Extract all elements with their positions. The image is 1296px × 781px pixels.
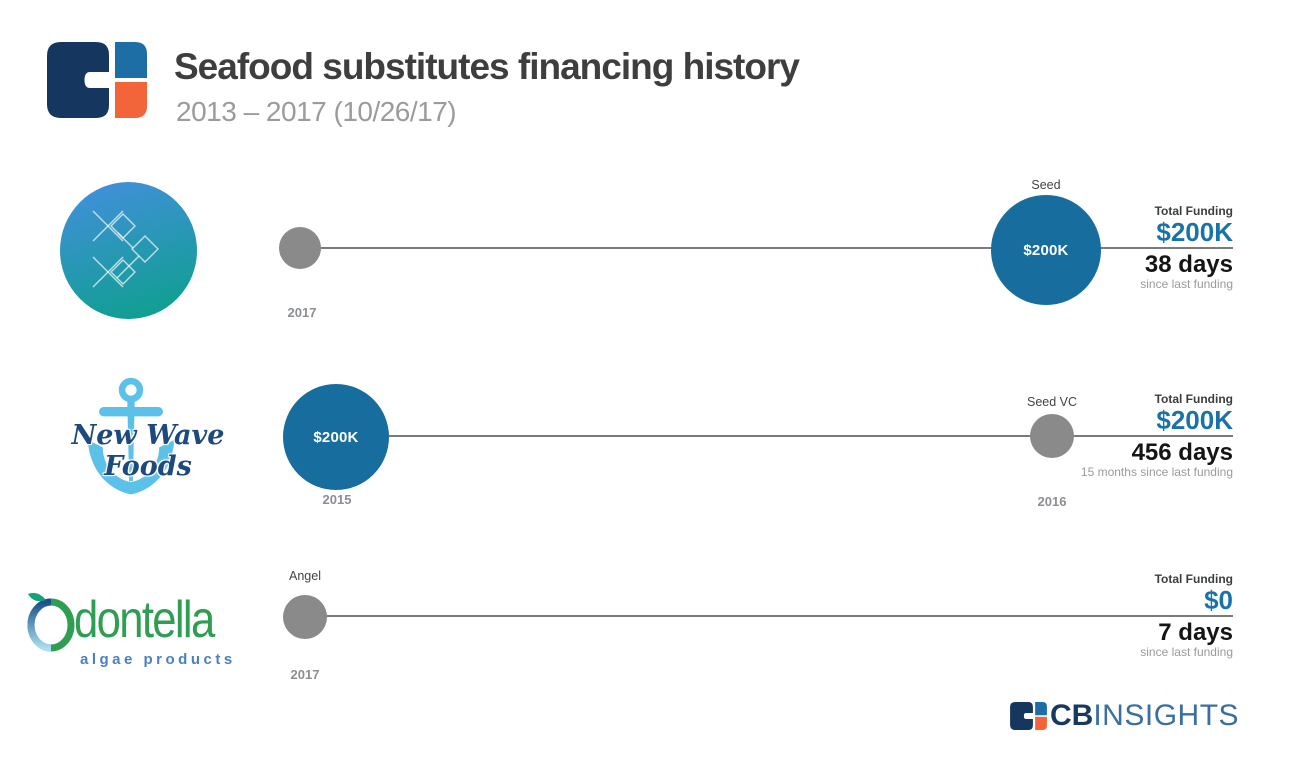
- cbinsights-logo-icon: [1010, 702, 1047, 730]
- funding-event-dot: [283, 595, 327, 639]
- cbinsights-logo-icon: [47, 42, 147, 118]
- total-funding-label: Total Funding: [1154, 392, 1233, 406]
- company1-gradient-diamond-logo-icon: [60, 182, 197, 319]
- since-last-funding-note: since last funding: [1140, 645, 1233, 659]
- event-year-label: 2015: [322, 492, 352, 507]
- brand-cb: CB: [1050, 699, 1094, 732]
- event-year-label: 2017: [287, 305, 317, 320]
- timeline-track: [305, 615, 1233, 617]
- timeline-track: [300, 247, 1233, 249]
- funding-round-bubble: $200K: [283, 384, 389, 490]
- page-subtitle: 2013 – 2017 (10/26/17): [176, 96, 457, 127]
- funding-event-dot: [279, 227, 321, 269]
- round-stage-label: Angel: [289, 569, 321, 583]
- round-amount-label: $200K: [313, 428, 359, 446]
- brand-wordmark: CBINSIGHTS: [1050, 699, 1239, 733]
- company-tagline: algae products: [80, 651, 236, 668]
- round-stage-label: Seed: [1031, 178, 1061, 192]
- round-amount-label: $200K: [1023, 241, 1069, 259]
- days-since-funding: 7 days: [1158, 619, 1233, 646]
- since-last-funding-note: since last funding: [1140, 277, 1233, 291]
- anchor-icon: [87, 377, 175, 495]
- brand-insights: INSIGHTS: [1093, 699, 1240, 732]
- timeline-track: [336, 435, 1233, 437]
- total-funding-label: Total Funding: [1154, 204, 1233, 218]
- company-wordmark: dontella: [74, 591, 215, 649]
- page-title: Seafood substitutes financing history: [174, 46, 800, 87]
- company-wordmark: New Wave Foods: [71, 420, 225, 482]
- since-last-funding-note: 15 months since last funding: [1080, 465, 1233, 479]
- total-funding-amount: $200K: [1156, 217, 1233, 247]
- event-year-label: 2016: [1037, 494, 1067, 509]
- event-year-label: 2017: [290, 667, 320, 682]
- odontella-swirl-o-icon: [27, 592, 75, 652]
- total-funding-label: Total Funding: [1154, 572, 1233, 586]
- days-since-funding: 38 days: [1144, 251, 1233, 278]
- funding-event-dot: [1030, 414, 1074, 458]
- funding-round-bubble: $200K: [991, 195, 1101, 305]
- total-funding-amount: $0: [1204, 585, 1233, 615]
- round-stage-label: Seed VC: [1026, 395, 1078, 409]
- days-since-funding: 456 days: [1131, 439, 1233, 466]
- total-funding-amount: $200K: [1156, 405, 1233, 435]
